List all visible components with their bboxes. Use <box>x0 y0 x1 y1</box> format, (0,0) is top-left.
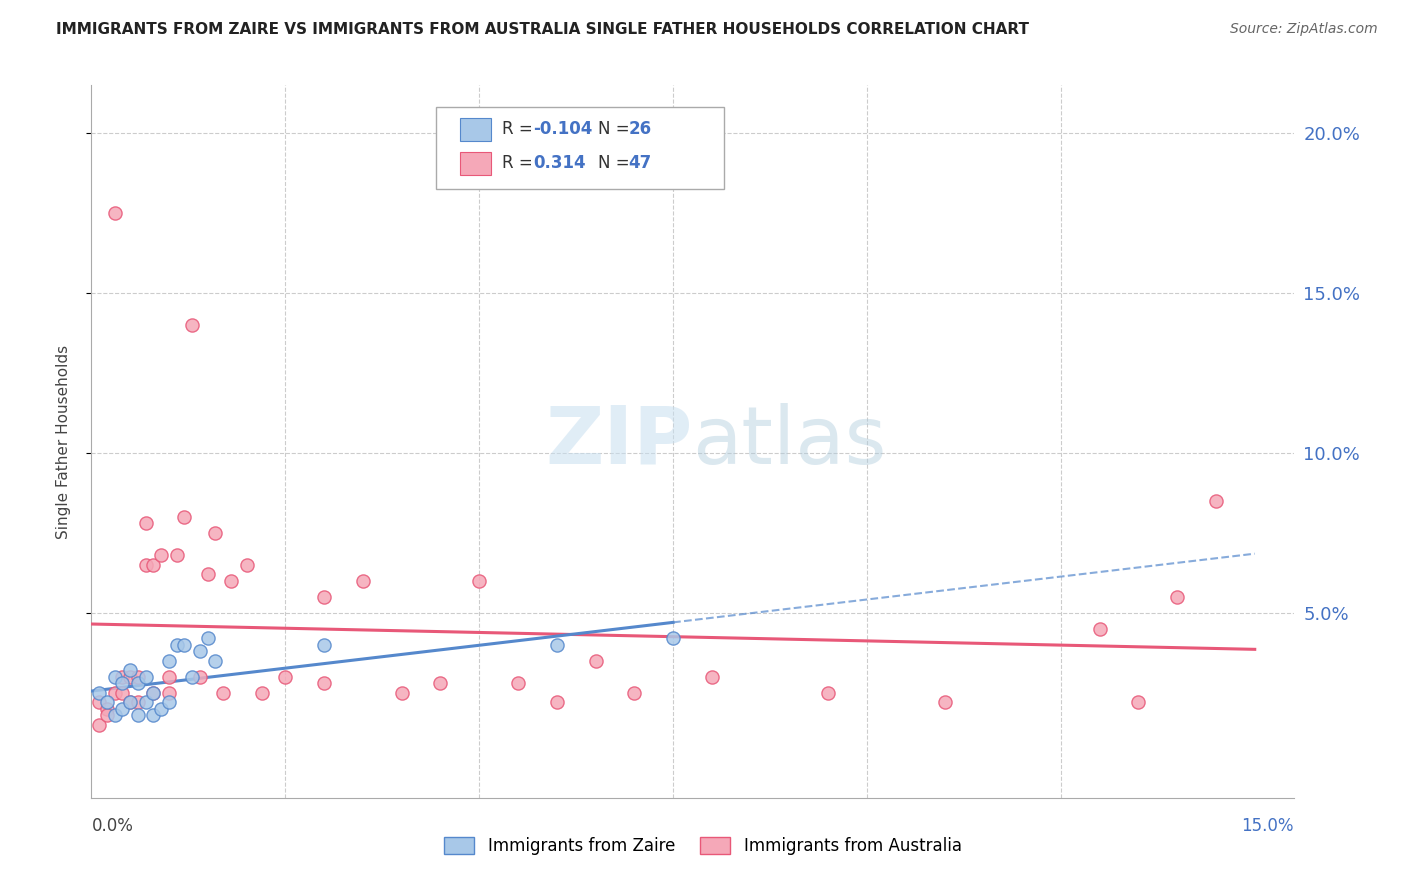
Point <box>89 686 111 700</box>
Point <box>204 525 226 540</box>
Point <box>188 644 211 658</box>
Y-axis label: Single Father Households: Single Father Households <box>56 344 70 539</box>
Point <box>429 676 451 690</box>
Point <box>506 676 529 690</box>
Point <box>391 686 413 700</box>
Point <box>623 686 645 700</box>
Point <box>468 574 491 588</box>
Point <box>585 654 607 668</box>
Text: 47: 47 <box>628 154 652 172</box>
Point <box>204 654 226 668</box>
Point <box>142 708 165 723</box>
Point <box>197 567 219 582</box>
Point <box>546 695 568 709</box>
Point <box>120 664 142 678</box>
Point <box>135 516 157 530</box>
Text: 26: 26 <box>628 120 651 138</box>
Point <box>1128 695 1150 709</box>
Point <box>127 676 149 690</box>
Point <box>157 695 180 709</box>
Text: -0.104: -0.104 <box>533 120 592 138</box>
Point <box>157 686 180 700</box>
Text: 0.0%: 0.0% <box>91 817 134 835</box>
Point <box>157 654 180 668</box>
Point <box>312 638 335 652</box>
Point <box>127 708 149 723</box>
Point <box>150 702 173 716</box>
Point <box>352 574 374 588</box>
Point <box>142 558 165 572</box>
Point <box>219 574 242 588</box>
Point <box>150 548 173 562</box>
Point <box>111 702 134 716</box>
Text: 0.314: 0.314 <box>533 154 585 172</box>
Text: Source: ZipAtlas.com: Source: ZipAtlas.com <box>1230 22 1378 37</box>
Point <box>166 548 188 562</box>
Point <box>212 686 235 700</box>
Point <box>111 686 134 700</box>
Text: R =: R = <box>502 120 538 138</box>
Text: atlas: atlas <box>692 402 887 481</box>
Point <box>1088 622 1111 636</box>
Point <box>142 686 165 700</box>
Point <box>120 695 142 709</box>
Point <box>662 632 685 646</box>
Point <box>181 318 204 332</box>
Point <box>111 676 134 690</box>
Point <box>96 702 118 716</box>
Point <box>135 670 157 684</box>
Point <box>312 676 335 690</box>
Point <box>104 205 127 219</box>
Text: R =: R = <box>502 154 538 172</box>
Point <box>120 695 142 709</box>
Point <box>111 670 134 684</box>
Point <box>934 695 956 709</box>
Point <box>181 670 204 684</box>
Text: N =: N = <box>598 154 634 172</box>
Point <box>173 638 195 652</box>
Text: 15.0%: 15.0% <box>1241 817 1294 835</box>
Point <box>1205 493 1227 508</box>
Point <box>546 638 568 652</box>
Point <box>166 638 188 652</box>
Point <box>96 708 118 723</box>
Point <box>312 590 335 604</box>
Point <box>135 695 157 709</box>
Point <box>104 686 127 700</box>
Point <box>120 670 142 684</box>
Point <box>142 686 165 700</box>
Point <box>135 558 157 572</box>
Point <box>188 670 211 684</box>
Point <box>700 670 723 684</box>
Point <box>1166 590 1188 604</box>
Legend: Immigrants from Zaire, Immigrants from Australia: Immigrants from Zaire, Immigrants from A… <box>437 830 969 862</box>
Point <box>235 558 257 572</box>
Point <box>127 670 149 684</box>
Point <box>173 509 195 524</box>
Point <box>817 686 839 700</box>
Point <box>89 695 111 709</box>
Point <box>127 695 149 709</box>
Text: IMMIGRANTS FROM ZAIRE VS IMMIGRANTS FROM AUSTRALIA SINGLE FATHER HOUSEHOLDS CORR: IMMIGRANTS FROM ZAIRE VS IMMIGRANTS FROM… <box>56 22 1029 37</box>
Point <box>104 670 127 684</box>
Point <box>274 670 297 684</box>
Point <box>250 686 273 700</box>
Text: N =: N = <box>598 120 634 138</box>
Point <box>197 632 219 646</box>
Point <box>104 708 127 723</box>
Text: ZIP: ZIP <box>546 402 692 481</box>
Point <box>89 717 111 731</box>
Point <box>96 695 118 709</box>
Point <box>157 670 180 684</box>
